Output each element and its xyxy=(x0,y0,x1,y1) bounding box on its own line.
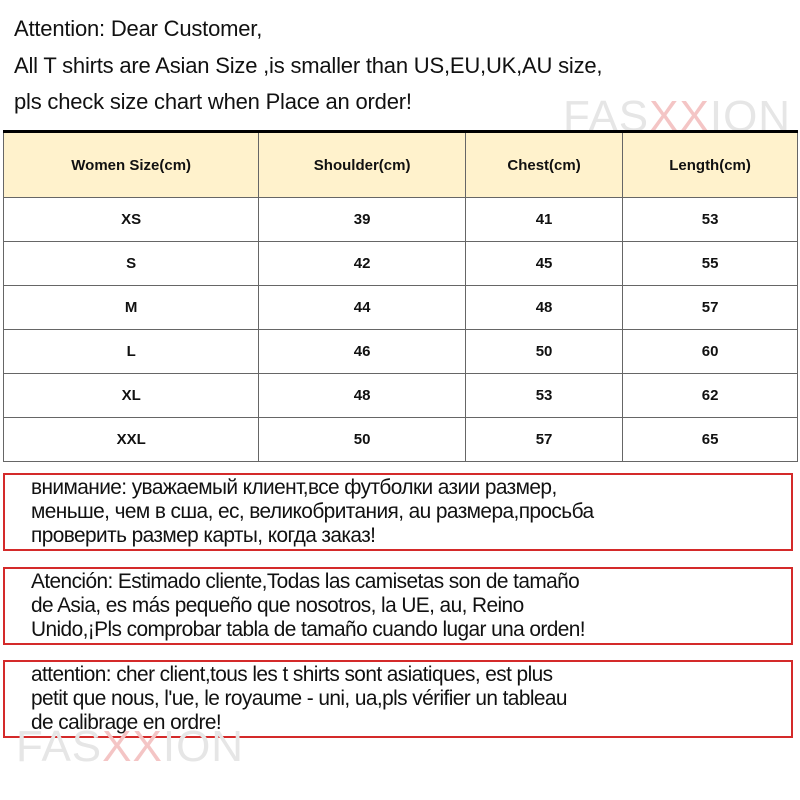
table-cell: 46 xyxy=(258,329,466,374)
notice-line-1: Attention: Dear Customer, xyxy=(14,16,263,41)
table-row: XS 39 41 53 xyxy=(2,197,798,242)
table-cell: 60 xyxy=(622,329,798,374)
table-cell: 62 xyxy=(622,373,798,418)
table-cell: 44 xyxy=(258,285,466,330)
text-line: меньше, чем в сша, ес, великобритания, a… xyxy=(31,499,594,523)
table-cell: 42 xyxy=(258,241,466,286)
table-row: M 44 48 57 xyxy=(2,285,798,330)
table-cell: 45 xyxy=(464,241,624,286)
table-cell: 57 xyxy=(464,417,624,462)
text-line: проверить размер карты, когда заказ! xyxy=(31,523,376,547)
notice-french: attention: cher client,tous les t shirts… xyxy=(3,660,793,738)
text-line: attention: cher client,tous les t shirts… xyxy=(31,662,553,686)
notice-spanish: Atención: Estimado cliente,Todas las cam… xyxy=(3,567,793,645)
text-line: Unido,¡Pls comprobar tabla de tamaño cua… xyxy=(31,617,586,641)
table-cell: XL xyxy=(2,373,260,418)
watermark-logo-bottom: FASXXION xyxy=(16,722,245,771)
table-cell: 50 xyxy=(258,417,466,462)
header-length: Length(cm) xyxy=(622,131,798,198)
table-cell: XXL xyxy=(2,417,260,462)
table-cell: M xyxy=(2,285,260,330)
table-cell: 39 xyxy=(258,197,466,242)
table-cell: 53 xyxy=(464,373,624,418)
table-row: L 46 50 60 xyxy=(2,329,798,374)
notice-line-3: pls check size chart when Place an order… xyxy=(14,89,412,114)
table-row: XXL 50 57 65 xyxy=(2,417,798,462)
table-cell: 53 xyxy=(622,197,798,242)
size-chart-table: Women Size(cm) Shoulder(cm) Chest(cm) Le… xyxy=(2,130,798,462)
notice-line-2: All T shirts are Asian Size ,is smaller … xyxy=(14,53,603,78)
table-cell: 65 xyxy=(622,417,798,462)
header-chest: Chest(cm) xyxy=(464,131,624,198)
table-cell: 41 xyxy=(464,197,624,242)
table-cell: L xyxy=(2,329,260,374)
table-cell: 57 xyxy=(622,285,798,330)
table-row: XL 48 53 62 xyxy=(2,373,798,418)
table-cell: XS xyxy=(2,197,260,242)
text-line: petit que nous, l'ue, le royaume - uni, … xyxy=(31,686,568,710)
table-row: S 42 45 55 xyxy=(2,241,798,286)
text-line: Atención: Estimado cliente,Todas las cam… xyxy=(31,569,580,593)
text-line: de calibrage en ordre! xyxy=(31,710,222,734)
table-cell: 48 xyxy=(258,373,466,418)
text-line: de Asia, es más pequeño que nosotros, la… xyxy=(31,593,524,617)
table-cell: 48 xyxy=(464,285,624,330)
header-shoulder: Shoulder(cm) xyxy=(258,131,466,198)
text-line: внимание: уважаемый клиент,все футболки … xyxy=(31,475,557,499)
notice-russian: внимание: уважаемый клиент,все футболки … xyxy=(3,473,793,551)
table-cell: 50 xyxy=(464,329,624,374)
table-cell: 55 xyxy=(622,241,798,286)
table-cell: S xyxy=(2,241,260,286)
header-size: Women Size(cm) xyxy=(2,131,260,198)
